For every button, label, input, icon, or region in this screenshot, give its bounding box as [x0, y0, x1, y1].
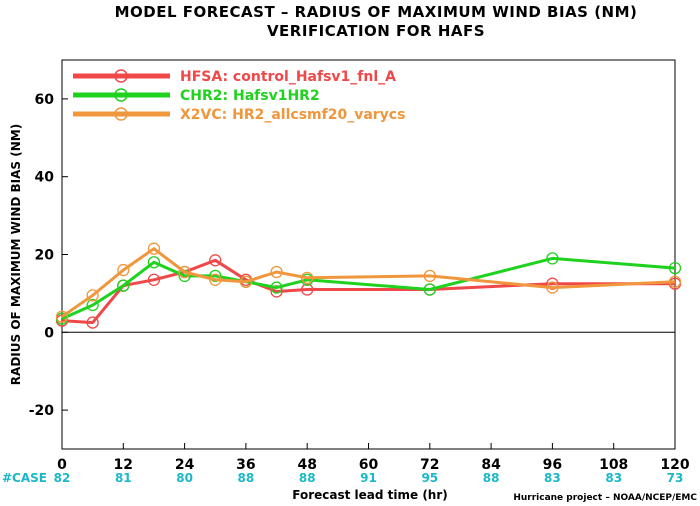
data-point	[86, 316, 99, 329]
case-count: 95	[421, 471, 438, 485]
data-point	[668, 275, 682, 288]
data-point	[117, 279, 130, 292]
x-tick-label: 12	[114, 457, 133, 473]
data-point	[209, 254, 222, 267]
y-tick-label: 0	[44, 325, 54, 341]
data-point	[546, 281, 559, 294]
data-point	[546, 277, 559, 290]
case-count: 83	[544, 471, 561, 485]
x-tick-label: 36	[236, 457, 255, 473]
series-line-1	[61, 258, 675, 325]
legend-marker	[114, 107, 128, 121]
case-label: #CASE	[2, 471, 47, 485]
chart-title: MODEL FORECAST – RADIUS OF MAXIMUM WIND …	[115, 3, 638, 21]
case-count: 82	[54, 471, 71, 485]
y-tick-label: 60	[35, 92, 55, 108]
data-point	[209, 273, 222, 286]
data-point	[301, 283, 314, 296]
legend-marker	[114, 69, 128, 83]
data-point	[86, 298, 99, 312]
y-tick-label: 20	[35, 248, 55, 264]
x-tick-label: 84	[481, 457, 501, 473]
case-counts: 82 81 80 88 88 91 95 88 83 83 73	[54, 471, 684, 485]
data-point	[178, 265, 191, 279]
x-tick-label: 108	[599, 457, 628, 473]
data-point	[55, 310, 69, 323]
y-tick-label: 40	[35, 170, 55, 186]
x-tick-label: 96	[543, 457, 562, 473]
x-tick-label: 24	[175, 457, 195, 473]
case-count: 88	[238, 471, 255, 485]
case-count: 81	[115, 471, 132, 485]
data-point	[239, 275, 253, 288]
data-point	[117, 263, 130, 277]
case-count: 73	[667, 471, 684, 485]
data-point	[147, 242, 161, 255]
data-point	[423, 283, 436, 296]
legend-marker	[114, 88, 128, 102]
data-point	[668, 261, 682, 275]
x-axis: 0 12 24 36 48 60 72 84 96 108 120	[57, 443, 690, 473]
chart-subtitle: VERIFICATION FOR HAFS	[267, 22, 485, 40]
x-tick-label: 72	[420, 457, 439, 473]
legend: HFSA: control_Hafsv1_fnl_A CHR2: Hafsv1HR…	[73, 69, 405, 123]
data-point	[546, 252, 559, 265]
case-count: 91	[360, 471, 377, 485]
series-line-3	[61, 247, 676, 318]
data-point	[301, 271, 314, 284]
data-point	[86, 289, 99, 302]
credit-text: Hurricane project – NOAA/NCEP/EMC	[513, 493, 697, 503]
data-point	[147, 256, 161, 269]
case-count: 80	[176, 471, 193, 485]
data-point	[209, 269, 222, 283]
x-axis-label: Forecast lead time (hr)	[292, 488, 448, 502]
y-axis: -20 0 20 40 60	[29, 92, 68, 419]
legend-entry: HFSA: control_Hafsv1_fnl_A	[180, 69, 396, 85]
data-point	[147, 273, 161, 286]
case-count: 88	[483, 471, 500, 485]
case-count: 88	[299, 471, 316, 485]
x-tick-label: 60	[359, 457, 379, 473]
y-tick-label: -20	[29, 403, 55, 419]
legend-entry: X2VC: HR2_allcsmf20_varycs	[180, 107, 405, 123]
data-point	[270, 285, 283, 298]
x-tick-label: 120	[660, 457, 689, 473]
data-point	[270, 265, 283, 279]
y-axis-label: RADIUS OF MAXIMUM WIND BIAS (NM)	[9, 124, 23, 385]
legend-entry: CHR2: Hafsv1HR2	[180, 88, 320, 104]
series-layer	[55, 242, 682, 329]
x-tick-label: 0	[57, 457, 67, 473]
x-tick-label: 48	[297, 457, 316, 473]
data-point	[423, 269, 436, 283]
data-point	[270, 281, 283, 294]
case-count: 83	[605, 471, 622, 485]
